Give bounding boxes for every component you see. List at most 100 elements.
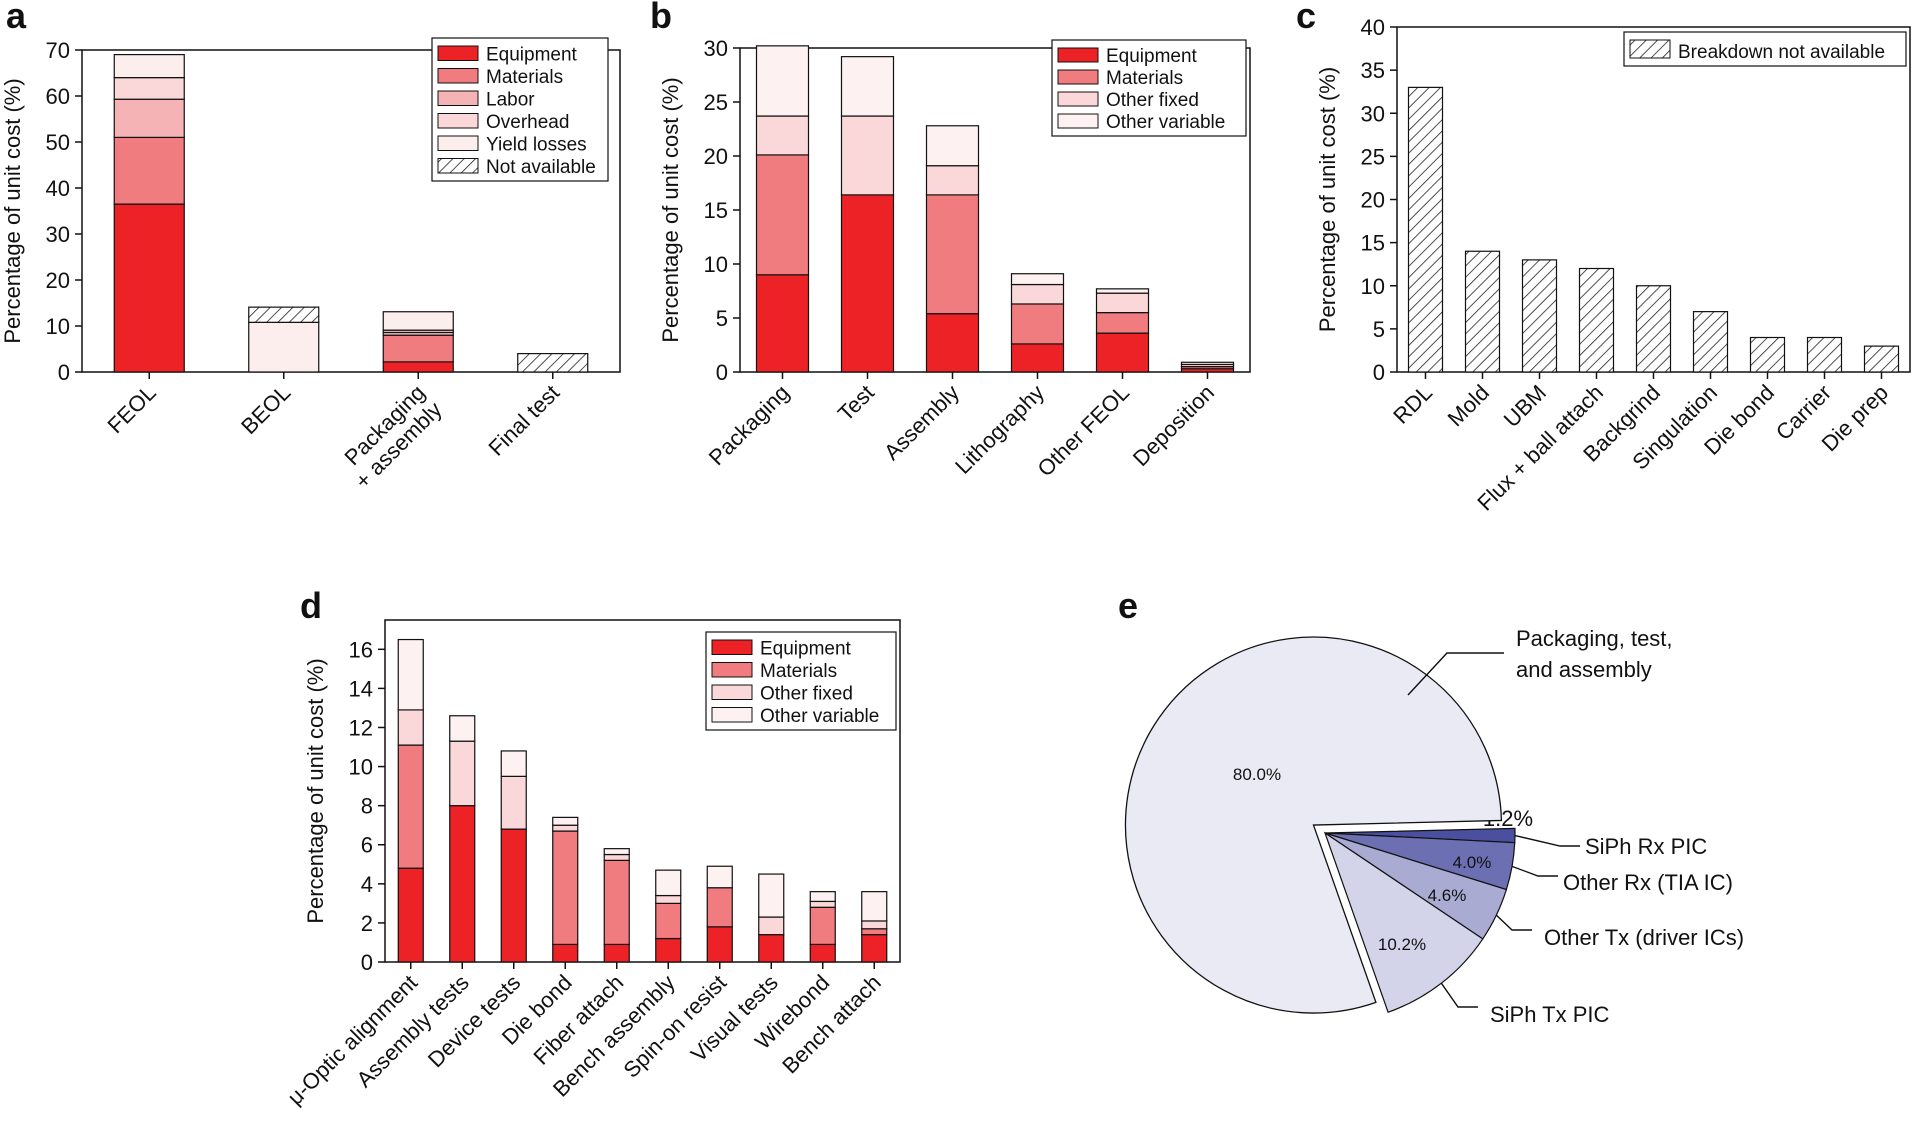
bar-segment-other-fixed [603, 853, 630, 861]
pie-label-siph-rx-pic: SiPh Rx PIC [1585, 834, 1707, 859]
legend-swatch-equipment [711, 639, 753, 655]
y-tick-label: 50 [46, 130, 70, 155]
bar-segment-equipment [706, 926, 733, 963]
bar-segment-other-fixed [500, 775, 527, 830]
legend-swatch-materials [437, 68, 479, 84]
category-label-line: Other FEOL [1032, 380, 1134, 482]
bar-segment-equipment [1010, 343, 1065, 373]
legend-swatch-overhead [437, 113, 479, 129]
bar-segment-other-variable [861, 891, 888, 922]
panel-letter: b [650, 0, 672, 36]
bar-segment-other-fixed [397, 709, 424, 746]
bar-segment-equipment [449, 805, 476, 963]
y-tick-label: 14 [349, 676, 373, 701]
bar-segment-other-variable [758, 873, 785, 918]
bar-segment-equipment [603, 943, 630, 963]
bar-segment-other-variable [603, 848, 630, 856]
category-label-packaging-assembly: Packaging+ assembly [333, 380, 447, 494]
bar-segment-yield-losses [382, 311, 454, 331]
category-label-line: Test [833, 380, 879, 426]
y-tick-label: 8 [361, 794, 373, 819]
pie-value-other-tx-driver-ics: 4.6% [1428, 886, 1467, 905]
bar-segment-materials [706, 887, 733, 928]
y-tick-label: 0 [361, 950, 373, 975]
bar-segment-other-fixed [758, 916, 785, 936]
legend-swatch-not-available [437, 158, 479, 174]
y-tick-label: 70 [46, 38, 70, 63]
legend-label-yield-losses: Yield losses [486, 135, 587, 156]
y-tick-label: 2 [361, 911, 373, 936]
legend-label-materials: Materials [760, 661, 837, 682]
panel-d-chart: d 0 2 4 6 8 10 12 14 16 Percentage of unit cost (%… [282, 585, 901, 1110]
legend-box [1623, 31, 1907, 67]
category-label-feol: FEOL [102, 380, 160, 438]
bar-segment-other-variable [552, 816, 579, 826]
category-label-other-feol: Other FEOL [1032, 380, 1134, 482]
category-label-line: Final test [483, 380, 564, 461]
category-label-line: Packaging [704, 380, 794, 470]
category-label-line: Mold [1443, 380, 1494, 431]
bar-segment-other-fixed [552, 824, 579, 832]
legend-label-materials: Materials [1106, 68, 1183, 89]
legend-swatch-other-variable [711, 707, 753, 723]
y-tick-label: 10 [46, 314, 70, 339]
bar-segment-materials [603, 859, 630, 946]
pie-label-other-rx-tia-ic: Other Rx (TIA IC) [1563, 870, 1733, 895]
y-tick-label: 25 [1361, 144, 1385, 169]
bar-segment-equipment [809, 943, 836, 963]
bar-segment-other-fixed [861, 920, 888, 930]
pie-label-other-tx-driver-ics: Other Tx (driver ICs) [1544, 925, 1744, 950]
bar-segment-breakdown-not-available [1863, 345, 1900, 373]
bar-segment-other-variable [755, 45, 810, 117]
y-tick-label: 25 [704, 90, 728, 115]
bar-segment-other-variable [397, 638, 424, 711]
legend-swatch-materials [711, 662, 753, 678]
y-tick-label: 12 [349, 715, 373, 740]
legend-label-other-variable: Other variable [1106, 112, 1225, 133]
bar-segment-other-variable [809, 891, 836, 903]
y-tick-label: 0 [716, 360, 728, 385]
legend-label-equipment: Equipment [486, 45, 578, 66]
legend-swatch-other-fixed [711, 684, 753, 700]
bar-segment-equipment [397, 867, 424, 963]
bar-segment-materials [925, 194, 980, 315]
category-label-packaging: Packaging [704, 380, 794, 470]
bar-segment-materials [655, 902, 682, 940]
bar-segment-materials [382, 334, 454, 363]
y-tick-label: 20 [46, 268, 70, 293]
legend-swatch-equipment [437, 45, 479, 61]
bar-segment-equipment [113, 203, 185, 373]
bar-segment-materials [1095, 312, 1150, 334]
category-label-line: BEOL [236, 380, 295, 439]
legend-swatch-materials [1057, 69, 1099, 85]
bar-segment-other-variable [655, 869, 682, 897]
legend-label-not-available: Not available [486, 157, 596, 178]
legend-label-other-fixed: Other fixed [1106, 90, 1199, 111]
bar-segment-labor [113, 98, 185, 139]
pie-value-other-rx-tia-ic: 4.0% [1453, 853, 1492, 872]
bar-segment-other-fixed [655, 894, 682, 904]
category-label-beol: BEOL [236, 380, 295, 439]
panel-letter: d [300, 585, 322, 626]
y-tick-label: 6 [361, 833, 373, 858]
bar-segment-materials [397, 744, 424, 869]
legend-label-breakdown-not-available: Breakdown not available [1678, 42, 1885, 63]
legend-label-labor: Labor [486, 90, 535, 111]
y-tick-label: 10 [349, 755, 373, 780]
y-tick-label: 10 [704, 252, 728, 277]
bar-segment-breakdown-not-available [1578, 267, 1615, 373]
pie-leader-line [1407, 652, 1504, 696]
panel-b-chart: b 0 5 10 15 20 25 30 Percentage of unit cost (%)… [650, 0, 1251, 482]
category-label-rdl: RDL [1388, 380, 1437, 429]
y-tick-label: 40 [1361, 15, 1385, 40]
category-label-deposition: Deposition [1128, 380, 1219, 471]
pie-leader-line [1511, 865, 1558, 877]
bar-segment-equipment [500, 828, 527, 963]
plot-frame [81, 49, 621, 373]
pie-label-line: Packaging, test, [1516, 626, 1673, 651]
legend-swatch-equipment [1057, 47, 1099, 63]
category-label-final-test: Final test [483, 380, 564, 461]
bar-segment-other-variable [1010, 273, 1065, 286]
bar-segment-equipment [758, 934, 785, 963]
